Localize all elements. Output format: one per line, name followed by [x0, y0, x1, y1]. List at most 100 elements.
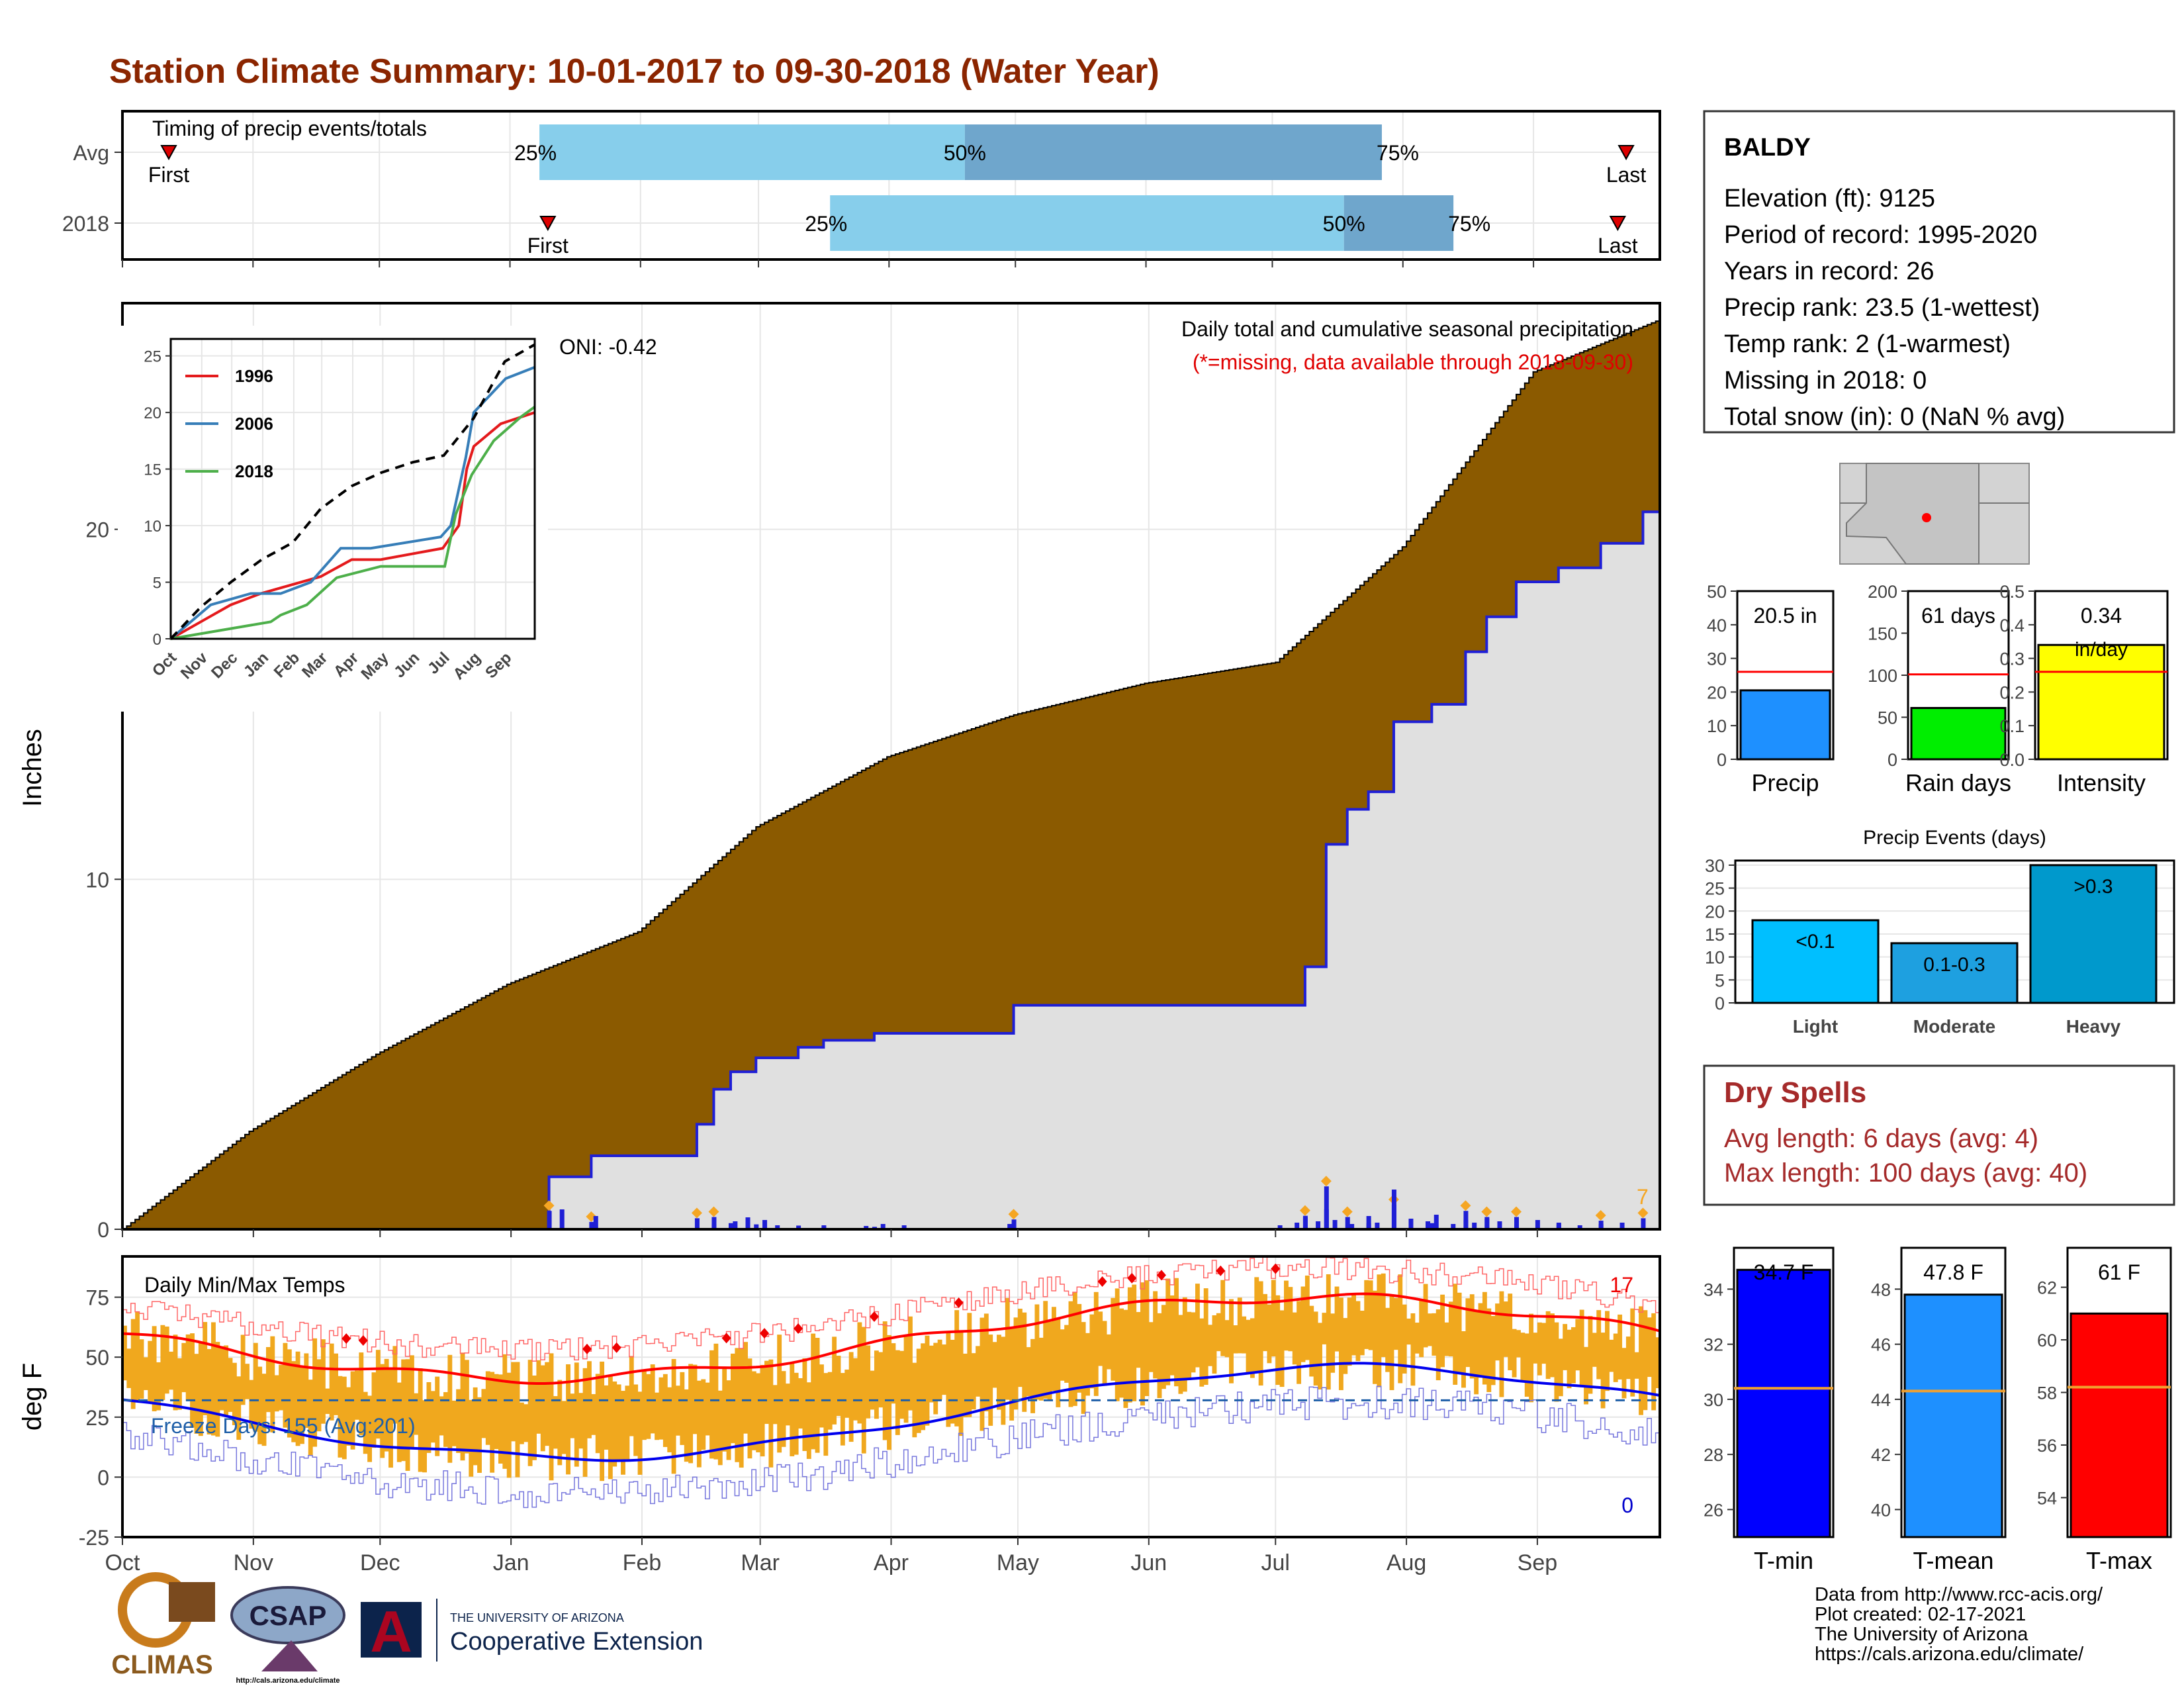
daily-temp-bar: [283, 1342, 288, 1428]
mini-bar-value-label: 20.5 in: [1753, 604, 1817, 628]
climas-mesa: [169, 1582, 215, 1622]
daily-temp-bar: [130, 1319, 136, 1409]
daily-temp-bar: [1609, 1339, 1614, 1372]
temp-title: Daily Min/Max Temps: [144, 1273, 345, 1297]
daily-temp-bar: [1334, 1286, 1340, 1352]
daily-temp-bar: [198, 1342, 203, 1436]
daily-temp-bar: [341, 1376, 347, 1460]
daily-temp-bar: [1254, 1277, 1259, 1374]
daily-temp-bar: [1275, 1295, 1281, 1385]
daily-temp-bar: [1246, 1319, 1251, 1374]
daily-temp-bar: [422, 1400, 427, 1473]
daily-temp-bar: [667, 1387, 672, 1452]
daily-temp-bar: [473, 1387, 478, 1466]
daily-temp-bar: [152, 1326, 157, 1411]
daily-precip-bar: [1484, 1219, 1490, 1229]
daily-temp-bar: [1414, 1323, 1420, 1354]
daily-temp-bar: [815, 1338, 820, 1453]
daily-precip-bar: [589, 1221, 594, 1229]
inset-y-tick: 0: [153, 631, 161, 649]
daily-temp-bar: [295, 1351, 300, 1446]
daily-temp-bar: [1005, 1297, 1010, 1400]
mini-bar-tick: 0.3: [1999, 649, 2025, 669]
daily-temp-bar: [346, 1387, 351, 1446]
temp-bar-t-mean: 47.8 F 48 46 44 42 40 T-mean: [1871, 1246, 2007, 1574]
daily-temp-bar: [903, 1336, 909, 1423]
daily-temp-bar: [1297, 1301, 1302, 1384]
daily-temp-bar: [1474, 1309, 1479, 1395]
daily-temp-bar: [194, 1354, 199, 1434]
y-tick-label: 75: [85, 1286, 109, 1310]
y-tick-label: 10: [85, 868, 109, 892]
daily-temp-bar: [595, 1374, 600, 1454]
row-label: Avg: [73, 141, 109, 165]
daily-temp-bar: [1258, 1281, 1263, 1386]
daily-temp-bar: [912, 1362, 917, 1438]
mini-bar-name: Intensity: [2057, 769, 2146, 796]
q50-label: 50%: [1323, 212, 1365, 236]
daily-temp-bar: [566, 1364, 570, 1475]
event-bar: [1890, 942, 2019, 1004]
daily-temp-bar: [1195, 1284, 1200, 1368]
daily-precip-bar: [1598, 1224, 1604, 1229]
mini-bar-tick: 150: [1868, 624, 1897, 644]
daily-temp-bar: [270, 1336, 275, 1432]
temp-bar-value: [1736, 1268, 1831, 1538]
daily-temp-bar: [477, 1397, 482, 1473]
daily-temp-bar: [942, 1344, 946, 1395]
daily-temp-bar: [722, 1368, 727, 1452]
daily-temp-bar: [532, 1375, 537, 1460]
dry-spells-avg: Avg length: 6 days (avg: 4): [1724, 1124, 2038, 1153]
timing-marker: [1617, 145, 1635, 161]
daily-precip-bar: [1577, 1225, 1582, 1229]
daily-temp-bar: [561, 1401, 567, 1454]
credit-line: The University of Arizona: [1815, 1624, 2028, 1645]
daily-temp-bar: [1292, 1312, 1297, 1365]
event-bar-label: 0.1-0.3: [1923, 954, 1985, 976]
daily-temp-bar: [279, 1364, 284, 1411]
mini-bar-tick: 100: [1868, 666, 1897, 686]
mini-bar-tick: 200: [1868, 582, 1897, 602]
mini-bar-tick: 10: [1707, 716, 1727, 736]
daily-temp-bar: [1461, 1331, 1466, 1388]
daily-temp-bar: [671, 1359, 676, 1474]
daily-temp-bar: [836, 1356, 841, 1416]
daily-temp-bar: [870, 1370, 875, 1410]
daily-temp-bar: [1178, 1315, 1183, 1394]
daily-temp-bar: [1174, 1278, 1179, 1387]
daily-temp-bar: [1017, 1308, 1023, 1387]
freeze-days-label: Freeze Days: 155 (Avg:201): [151, 1414, 416, 1438]
daily-temp-bar: [1495, 1303, 1500, 1361]
avg-min-line: [122, 1362, 1661, 1462]
row-label: 2018: [62, 212, 109, 236]
mini-bar-tick: 50: [1707, 582, 1727, 602]
daily-temp-bar: [414, 1393, 419, 1435]
events-tick: 15: [1705, 925, 1725, 945]
dry-spells-title: Dry Spells: [1724, 1076, 1866, 1109]
daily-temp-bar: [1359, 1311, 1365, 1356]
y-tick-label: 50: [85, 1346, 109, 1370]
daily-temp-bar: [629, 1356, 634, 1436]
daily-temp-bar: [1056, 1317, 1061, 1407]
daily-precip-bar: [711, 1217, 717, 1229]
timing-marker: [539, 216, 557, 232]
daily-temp-bar: [1284, 1280, 1289, 1351]
daily-temp-bar: [439, 1396, 444, 1436]
daily-temp-bar: [921, 1343, 926, 1430]
daily-temp-bar: [840, 1373, 845, 1446]
daily-temp-bar: [549, 1353, 554, 1481]
credit-line: Data from http://www.rcc-acis.org/: [1815, 1584, 2103, 1605]
mini-bar-tick: 0: [1888, 750, 1897, 770]
daily-temp-bar: [1144, 1280, 1150, 1397]
record-max-line: [122, 1256, 1660, 1362]
csap-mountain: [261, 1640, 318, 1671]
daily-precip-bar: [1514, 1217, 1520, 1229]
daily-temp-bar: [1651, 1313, 1657, 1411]
daily-temp-bar: [249, 1380, 254, 1429]
daily-temp-bar: [1182, 1297, 1187, 1392]
heavy-precip-marker: [691, 1207, 702, 1219]
daily-temp-bar: [506, 1372, 512, 1478]
daily-temp-bar: [705, 1382, 710, 1436]
daily-temp-bar: [1313, 1311, 1318, 1386]
